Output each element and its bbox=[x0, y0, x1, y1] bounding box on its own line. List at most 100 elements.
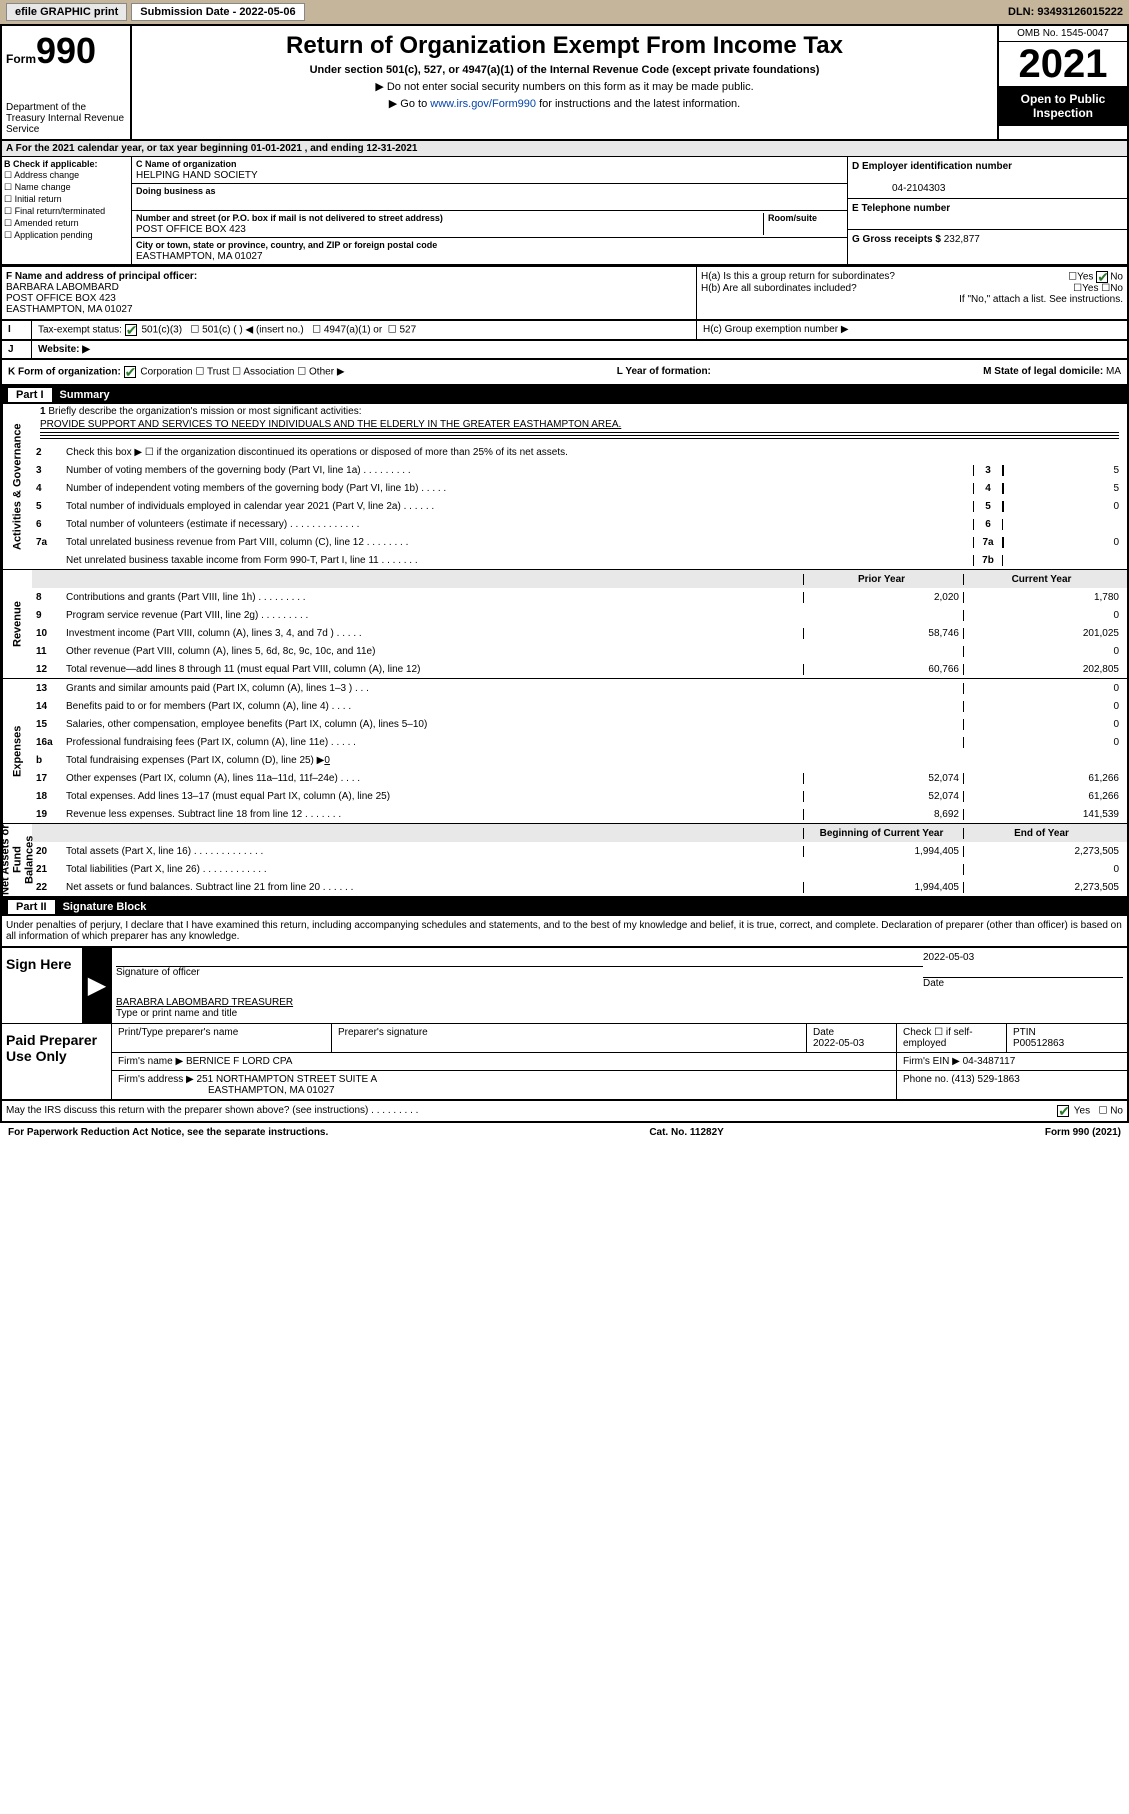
tax-status-row: I Tax-exempt status: 501(c)(3) ☐ 501(c) … bbox=[0, 321, 1129, 341]
corporation-check[interactable] bbox=[124, 366, 136, 378]
line10: Investment income (Part VIII, column (A)… bbox=[66, 628, 803, 639]
boy-header: Beginning of Current Year bbox=[803, 828, 963, 839]
prior-year-header: Prior Year bbox=[803, 574, 963, 585]
amended-return-check[interactable]: ☐ Amended return bbox=[4, 218, 129, 229]
line4: Number of independent voting members of … bbox=[66, 483, 973, 494]
line16a-curr: 0 bbox=[963, 737, 1123, 748]
line7a: Total unrelated business revenue from Pa… bbox=[66, 537, 973, 548]
line18: Total expenses. Add lines 13–17 (must eq… bbox=[66, 791, 803, 802]
street-label: Number and street (or P.O. box if mail i… bbox=[136, 213, 443, 223]
phone-label: E Telephone number bbox=[852, 203, 950, 214]
sign-arrow-icon: ▶ bbox=[82, 948, 112, 1023]
org-name: HELPING HAND SOCIETY bbox=[136, 170, 258, 181]
line15: Salaries, other compensation, employee b… bbox=[66, 719, 803, 730]
revenue-block: Revenue Prior YearCurrent Year 8Contribu… bbox=[2, 570, 1127, 679]
gross-receipts-label: G Gross receipts $ bbox=[852, 234, 941, 245]
city-state-zip: EASTHAMPTON, MA 01027 bbox=[136, 251, 263, 262]
irs-link[interactable]: www.irs.gov/Form990 bbox=[430, 98, 536, 110]
line18-curr: 61,266 bbox=[963, 791, 1123, 802]
group-return-label: H(a) Is this a group return for subordin… bbox=[701, 271, 895, 283]
dba-label: Doing business as bbox=[136, 186, 216, 196]
officer-label: F Name and address of principal officer: bbox=[6, 271, 197, 282]
year-row: A For the 2021 calendar year, or tax yea… bbox=[0, 141, 1129, 157]
line14-curr: 0 bbox=[963, 701, 1123, 712]
prep-name-label: Print/Type preparer's name bbox=[118, 1027, 238, 1038]
line14: Benefits paid to or for members (Part IX… bbox=[66, 701, 803, 712]
part2-bar: Part IISignature Block bbox=[0, 898, 1129, 916]
sign-here-label: Sign Here bbox=[2, 948, 82, 1023]
line13-curr: 0 bbox=[963, 683, 1123, 694]
line8-prior: 2,020 bbox=[803, 592, 963, 603]
line13: Grants and similar amounts paid (Part IX… bbox=[66, 683, 803, 694]
line12-prior: 60,766 bbox=[803, 664, 963, 675]
self-employed-check[interactable]: Check ☐ if self-employed bbox=[903, 1027, 973, 1049]
line12: Total revenue—add lines 8 through 11 (mu… bbox=[66, 664, 803, 675]
tax-year: 2021 bbox=[999, 42, 1127, 86]
firm-phone-label: Phone no. bbox=[903, 1074, 949, 1085]
domicile-value: MA bbox=[1106, 366, 1121, 377]
part1-bar: Part ISummary bbox=[0, 386, 1129, 404]
form-subtitle: Under section 501(c), 527, or 4947(a)(1)… bbox=[138, 64, 991, 76]
501c3-check[interactable] bbox=[125, 324, 137, 336]
address-change-check[interactable]: ☐ Address change bbox=[4, 170, 129, 181]
prep-sig-label: Preparer's signature bbox=[338, 1027, 428, 1038]
omb-number: OMB No. 1545-0047 bbox=[999, 26, 1127, 42]
ptin-label: PTIN bbox=[1013, 1027, 1036, 1038]
room-label: Room/suite bbox=[768, 213, 817, 223]
form-word: Form bbox=[6, 52, 36, 66]
line11-curr: 0 bbox=[963, 646, 1123, 657]
application-pending-check[interactable]: ☐ Application pending bbox=[4, 230, 129, 241]
eoy-header: End of Year bbox=[963, 828, 1123, 839]
discuss-yes[interactable] bbox=[1057, 1105, 1069, 1117]
officer-addr1: POST OFFICE BOX 423 bbox=[6, 293, 116, 304]
line20-eoy: 2,273,505 bbox=[963, 846, 1123, 857]
org-name-label: C Name of organization bbox=[136, 159, 237, 169]
form-ref: Form 990 (2021) bbox=[1045, 1127, 1121, 1138]
ein-value: 04-2104303 bbox=[852, 183, 945, 194]
entity-info: B Check if applicable: ☐ Address change … bbox=[0, 157, 1129, 266]
netassets-block: Net Assets or Fund Balances Beginning of… bbox=[2, 824, 1127, 896]
firm-ein-label: Firm's EIN ▶ bbox=[903, 1056, 960, 1067]
firm-addr2: EASTHAMPTON, MA 01027 bbox=[118, 1085, 335, 1096]
officer-name: BARBARA LABOMBARD bbox=[6, 282, 119, 293]
line10-prior: 58,746 bbox=[803, 628, 963, 639]
line19-curr: 141,539 bbox=[963, 809, 1123, 820]
officer-group-row: F Name and address of principal officer:… bbox=[0, 266, 1129, 321]
website-row: J Website: ▶ bbox=[0, 341, 1129, 360]
line7a-val: 0 bbox=[1003, 537, 1123, 548]
instruction-1: ▶ Do not enter social security numbers o… bbox=[138, 80, 991, 93]
line19: Revenue less expenses. Subtract line 18 … bbox=[66, 809, 803, 820]
initial-return-check[interactable]: ☐ Initial return bbox=[4, 194, 129, 205]
line12-curr: 202,805 bbox=[963, 664, 1123, 675]
org-form-row: K Form of organization: Corporation ☐ Tr… bbox=[0, 360, 1129, 386]
line5: Total number of individuals employed in … bbox=[66, 501, 973, 512]
final-return-check[interactable]: ☐ Final return/terminated bbox=[4, 206, 129, 217]
line17-prior: 52,074 bbox=[803, 773, 963, 784]
line3-val: 5 bbox=[1003, 465, 1123, 476]
mission-label: Briefly describe the organization's miss… bbox=[48, 406, 361, 417]
preparer-block: Paid Preparer Use Only Print/Type prepar… bbox=[2, 1024, 1127, 1099]
sig-officer-label: Signature of officer bbox=[116, 967, 200, 978]
line4-val: 5 bbox=[1003, 483, 1123, 494]
expenses-label: Expenses bbox=[2, 679, 32, 823]
pra-notice: For Paperwork Reduction Act Notice, see … bbox=[8, 1127, 328, 1138]
efile-button[interactable]: efile GRAPHIC print bbox=[6, 3, 127, 21]
form-title: Return of Organization Exempt From Incom… bbox=[138, 32, 991, 60]
line20-boy: 1,994,405 bbox=[803, 846, 963, 857]
revenue-label: Revenue bbox=[2, 570, 32, 678]
website-label: Website: ▶ bbox=[38, 344, 90, 355]
discuss-row: May the IRS discuss this return with the… bbox=[0, 1101, 1129, 1123]
cat-number: Cat. No. 11282Y bbox=[649, 1127, 723, 1138]
group-return-no[interactable] bbox=[1096, 271, 1108, 283]
sign-here-row: Sign Here ▶ Signature of officer 2022-05… bbox=[2, 948, 1127, 1024]
line22-eoy: 2,273,505 bbox=[963, 882, 1123, 893]
line16a: Professional fundraising fees (Part IX, … bbox=[66, 737, 803, 748]
line21: Total liabilities (Part X, line 26) . . … bbox=[66, 864, 803, 875]
type-name-label: Type or print name and title bbox=[116, 1008, 237, 1019]
line10-curr: 201,025 bbox=[963, 628, 1123, 639]
line8: Contributions and grants (Part VIII, lin… bbox=[66, 592, 803, 603]
name-change-check[interactable]: ☐ Name change bbox=[4, 182, 129, 193]
line7b: Net unrelated business taxable income fr… bbox=[66, 555, 973, 566]
line9: Program service revenue (Part VIII, line… bbox=[66, 610, 803, 621]
city-label: City or town, state or province, country… bbox=[136, 240, 437, 250]
